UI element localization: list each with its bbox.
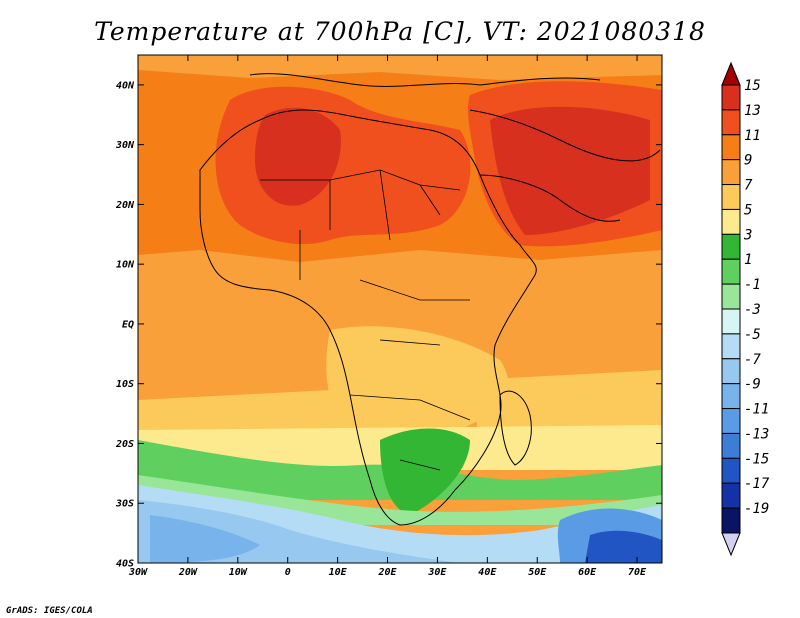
colorbar-swatch xyxy=(721,482,741,509)
colorbar-top-arrow xyxy=(721,61,741,86)
colorbar-label: -15 xyxy=(744,451,769,467)
field-southern-africa-green xyxy=(380,428,470,515)
lon-tick-label: 20W xyxy=(178,567,198,578)
colorbar-swatch xyxy=(721,383,741,410)
colorbar-swatch xyxy=(721,233,741,260)
lon-tick-label: 50E xyxy=(528,567,547,578)
lat-tick-label: 10N xyxy=(116,260,135,271)
colorbar-label: 9 xyxy=(744,153,752,169)
madagascar-coast xyxy=(499,390,532,466)
lon-tick-label: 70E xyxy=(628,567,647,578)
colorbar-label: -3 xyxy=(744,302,761,318)
lon-tick-label: 10W xyxy=(229,567,248,578)
coastlines xyxy=(199,73,661,526)
lat-tick-label: 10S xyxy=(116,379,134,390)
colorbar-label: -13 xyxy=(744,426,769,442)
field-sahara-hot xyxy=(255,107,341,206)
lat-tick-label: 30N xyxy=(115,140,135,151)
lat-tick-label: 40S xyxy=(116,559,134,570)
colorbar-swatch xyxy=(721,333,741,360)
colorbar-label: -7 xyxy=(744,352,761,368)
colorbar-swatch xyxy=(721,358,741,385)
colorbar-label: 3 xyxy=(743,227,752,243)
colorbar-label: -5 xyxy=(744,327,761,343)
colorbar-swatch xyxy=(721,308,741,335)
colorbar-swatch xyxy=(721,134,741,161)
map-title: Temperature at 700hPa [C], VT: 202108031… xyxy=(94,17,706,46)
colorbar-swatch xyxy=(721,457,741,484)
field-arabia-hot xyxy=(490,106,650,235)
colorbar-swatch xyxy=(721,408,741,434)
colorbar: 15 13 11 9 7 5 3 1 -1 -3 -5 -7 -9 -11 -13 -15 -17 -19 xyxy=(721,61,770,557)
colorbar-swatch xyxy=(721,84,741,111)
colorbar-bottom-arrow xyxy=(721,532,741,557)
country-borders xyxy=(260,169,471,471)
colorbar-label: 11 xyxy=(744,128,761,144)
colorbar-swatch xyxy=(721,159,741,186)
lat-tick-label: 30S xyxy=(115,499,134,510)
colorbar-label: 15 xyxy=(744,78,761,94)
lon-tick-label: 30W xyxy=(128,567,148,578)
mediterranean-coast xyxy=(249,73,601,87)
colorbar-swatch xyxy=(721,432,741,459)
arabia-coast xyxy=(469,109,661,162)
colorbar-label: -11 xyxy=(744,402,769,418)
lon-tick-label: 30E xyxy=(427,567,447,578)
lon-tick-label: 0 xyxy=(285,567,291,578)
colorbar-label: 7 xyxy=(744,178,753,194)
colorbar-swatch xyxy=(721,283,741,310)
longitude-axis: 30W 20W 10W 0 10E 20E 30E 40E 50E 60E 70E xyxy=(128,55,647,578)
colorbar-label: 13 xyxy=(744,103,761,119)
colorbar-label: -9 xyxy=(744,377,761,393)
colorbar-label: -1 xyxy=(744,277,761,293)
colorbar-label: 1 xyxy=(744,252,752,268)
colorbar-swatch xyxy=(721,208,741,235)
lon-tick-label: 60E xyxy=(578,567,597,578)
lat-tick-label: 40N xyxy=(116,80,135,91)
lon-tick-label: 20E xyxy=(377,567,397,578)
lat-tick-label: 20S xyxy=(115,439,134,450)
arabia-south-coast xyxy=(479,174,621,222)
field-southwest-blue xyxy=(150,515,260,563)
plot-frame xyxy=(137,54,663,564)
lon-tick-label: 40E xyxy=(478,567,497,578)
colorbar-swatch xyxy=(721,109,741,136)
colorbar-swatch xyxy=(721,258,741,285)
colorbar-label: 5 xyxy=(744,202,752,218)
latitude-axis: 40N 30N 20N 10N EQ 10S 20S 30S 40S xyxy=(115,80,662,570)
colorbar-swatch xyxy=(721,507,741,534)
lon-tick-label: 10E xyxy=(329,567,348,578)
lat-tick-label: 20N xyxy=(115,200,135,211)
colorbar-label: -19 xyxy=(744,501,769,517)
grads-credit: GrADS: IGES/COLA xyxy=(6,606,93,616)
colorbar-label: -17 xyxy=(744,476,770,492)
temperature-field xyxy=(138,55,662,563)
colorbar-swatch xyxy=(721,184,741,210)
lat-tick-label: EQ xyxy=(122,319,134,330)
field-central-pale xyxy=(326,326,509,444)
field-southeast-dark xyxy=(585,530,662,563)
